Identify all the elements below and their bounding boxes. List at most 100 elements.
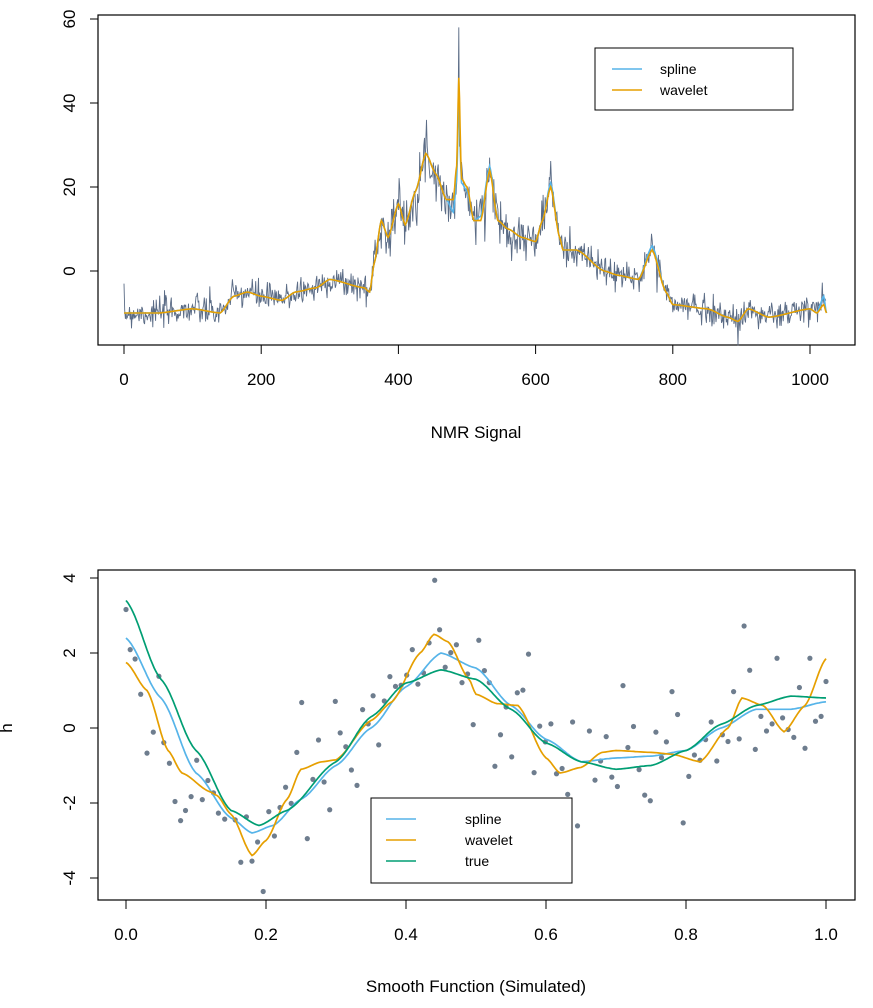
- data-point: [620, 683, 626, 689]
- data-point: [520, 687, 526, 693]
- data-point: [188, 794, 194, 800]
- legend-box: [594, 47, 794, 111]
- wavelet-line: [125, 633, 827, 857]
- data-point: [294, 749, 300, 755]
- legend-label-true: true: [465, 853, 489, 869]
- data-point: [437, 627, 443, 633]
- data-point: [686, 773, 692, 779]
- data-point: [453, 642, 459, 648]
- y-tick-label: 4: [60, 573, 79, 582]
- data-point: [255, 839, 261, 845]
- legend-label-spline: spline: [660, 61, 697, 77]
- data-point: [199, 797, 205, 803]
- data-point: [647, 798, 653, 804]
- data-point: [127, 647, 133, 653]
- data-point: [630, 723, 637, 730]
- data-point: [625, 744, 631, 751]
- data-point: [392, 683, 399, 689]
- data-point: [370, 693, 376, 699]
- data-point: [774, 655, 780, 661]
- data-point: [310, 776, 316, 782]
- data-point: [337, 730, 343, 736]
- data-point: [642, 792, 648, 798]
- x-tick-label: 0.6: [534, 925, 558, 944]
- data-point: [299, 699, 305, 706]
- data-point: [509, 754, 515, 760]
- data-point: [304, 836, 310, 842]
- data-point: [476, 637, 482, 643]
- data-point: [497, 732, 504, 738]
- data-point: [288, 800, 294, 806]
- data-point: [663, 739, 670, 745]
- data-point: [442, 664, 448, 670]
- data-point: [215, 810, 221, 816]
- x-tick-label: 0.0: [114, 925, 138, 944]
- data-point: [525, 651, 532, 657]
- data-point: [321, 779, 327, 785]
- data-point: [266, 809, 272, 815]
- data-point: [178, 818, 184, 824]
- plot-area: [123, 577, 829, 895]
- wavelet-line: [124, 77, 828, 323]
- plot-frame: [97, 14, 856, 346]
- data-point: [763, 728, 770, 734]
- x-tick-label: 0.2: [254, 925, 278, 944]
- x-tick-label: 0.4: [394, 925, 418, 944]
- data-point: [354, 782, 360, 788]
- legend-label-spline: spline: [465, 811, 502, 827]
- data-point: [360, 707, 366, 713]
- x-tick-label: 0: [119, 370, 128, 389]
- legend: spline wavelet true: [370, 797, 573, 884]
- data-point: [205, 777, 211, 784]
- data-point: [283, 784, 289, 790]
- x-axis-label: Smooth Function (Simulated): [366, 977, 586, 996]
- data-point: [807, 655, 813, 661]
- nmr-signal-panel: 0 200 400 600 800 1000 0 20 40 60 NMR Signal spline…: [60, 10, 856, 442]
- x-axis-label: NMR Signal: [431, 423, 522, 442]
- true-line: [125, 599, 827, 827]
- data-point: [260, 888, 266, 895]
- data-point: [332, 698, 338, 704]
- y-tick-label: 0: [60, 723, 79, 732]
- data-point: [680, 820, 686, 826]
- data-point: [559, 765, 565, 772]
- data-point: [348, 767, 354, 773]
- data-point: [166, 760, 172, 766]
- x-tick-label: 0.8: [674, 925, 698, 944]
- data-point: [565, 791, 571, 797]
- data-point: [675, 711, 681, 718]
- data-point: [238, 859, 244, 865]
- data-point: [172, 798, 178, 805]
- spline-line: [124, 102, 828, 323]
- data-point: [736, 736, 742, 742]
- data-point: [409, 647, 415, 653]
- x-tick-label: 1000: [791, 370, 829, 389]
- data-point: [150, 729, 156, 735]
- y-tick-label: -2: [60, 795, 79, 810]
- data-point: [492, 763, 498, 769]
- data-point: [222, 816, 228, 822]
- data-point: [586, 728, 593, 734]
- data-point: [725, 738, 731, 745]
- data-point: [531, 770, 537, 776]
- y-tick-label: -4: [60, 870, 79, 885]
- data-point: [514, 690, 520, 696]
- data-point: [448, 650, 454, 656]
- plot-area: [123, 27, 828, 346]
- data-point: [614, 783, 621, 790]
- plot-frame: [97, 569, 856, 901]
- data-point: [758, 713, 764, 719]
- data-point: [752, 746, 758, 752]
- data-point: [415, 681, 421, 687]
- y-tick-label: 0: [60, 266, 79, 275]
- data-point: [812, 718, 819, 724]
- data-point: [138, 691, 144, 697]
- data-point: [574, 823, 581, 829]
- x-tick-label: 400: [384, 370, 412, 389]
- data-point: [796, 684, 803, 691]
- data-point: [823, 678, 829, 685]
- data-point: [791, 734, 797, 740]
- x-tick-label: 200: [247, 370, 275, 389]
- legend-label-wavelet: wavelet: [659, 82, 708, 98]
